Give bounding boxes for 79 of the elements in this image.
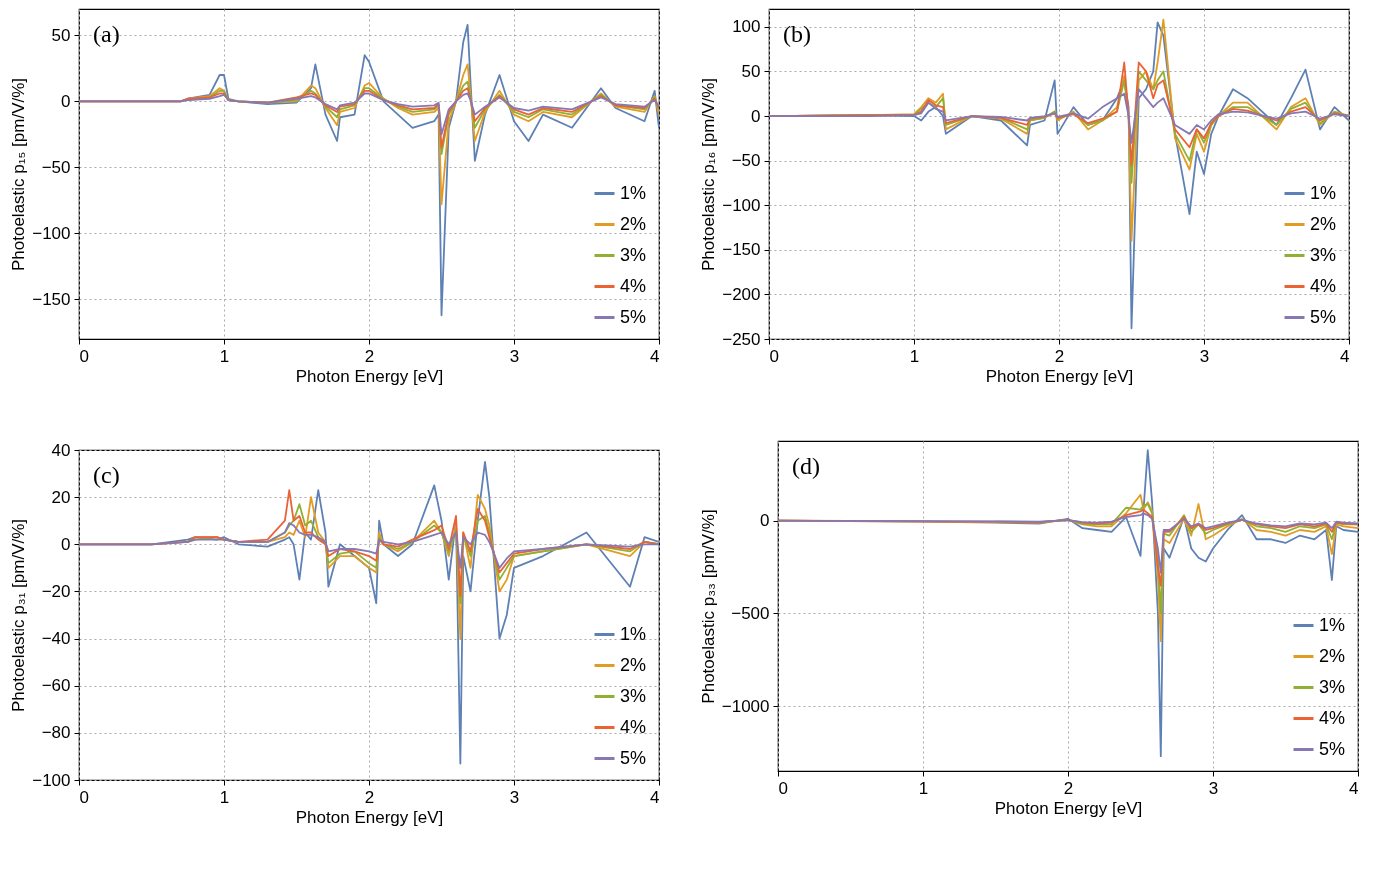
- y-tick-label: 20: [51, 487, 71, 507]
- y-tick-label: −1000: [721, 696, 770, 716]
- y-tick-label: −250: [722, 329, 761, 349]
- y-tick-label: −100: [32, 223, 71, 243]
- x-tick-label: 1: [918, 778, 929, 798]
- annotation: (a): [93, 21, 120, 47]
- x-tick-label: 2: [1054, 346, 1065, 366]
- annotation: (b): [783, 21, 811, 47]
- y-tick-label: −50: [731, 151, 761, 171]
- x-axis-title: Photon Energy [eV]: [994, 798, 1143, 818]
- y-tick-label: −50: [41, 157, 71, 177]
- y-axis-title: Photoelastic p₁₆ [pm/V/%]: [699, 77, 719, 272]
- legend-label: 1%: [620, 182, 647, 203]
- legend-label: 4%: [620, 716, 647, 737]
- x-tick-label: 3: [1208, 778, 1219, 798]
- x-tick-label: 4: [650, 787, 660, 807]
- y-tick-label: −20: [41, 581, 71, 601]
- y-tick-label: 0: [61, 91, 71, 111]
- legend-label: 4%: [620, 275, 647, 296]
- x-axis-title: Photon Energy [eV]: [985, 366, 1134, 386]
- x-tick-label: 3: [1199, 346, 1210, 366]
- y-tick-label: −40: [41, 629, 71, 649]
- y-tick-label: 0: [751, 106, 761, 126]
- y-tick-label: −150: [722, 240, 761, 260]
- x-tick-label: 1: [219, 346, 230, 366]
- x-tick-label: 2: [364, 346, 375, 366]
- x-tick-label: 2: [1063, 778, 1074, 798]
- x-tick-label: 0: [778, 778, 788, 798]
- y-tick-label: 0: [61, 534, 71, 554]
- legend-label: 5%: [1319, 738, 1346, 759]
- x-tick-label: 4: [650, 346, 660, 366]
- y-axis-title: Photoelastic p₁₅ [pm/V/%]: [9, 77, 29, 272]
- y-tick-label: 40: [51, 440, 71, 460]
- legend-label: 4%: [1319, 707, 1346, 728]
- line-series: [79, 92, 659, 136]
- line-series: [769, 88, 1349, 144]
- legend-label: 3%: [620, 244, 647, 265]
- legend-label: 2%: [1310, 213, 1337, 234]
- x-tick-label: 1: [219, 787, 230, 807]
- y-axis-title: Photoelastic p₃₃ [pm/V/%]: [698, 509, 718, 704]
- x-tick-label: 0: [79, 787, 89, 807]
- y-tick-label: −200: [722, 284, 761, 304]
- legend-label: 2%: [1319, 645, 1346, 666]
- legend-label: 3%: [1310, 244, 1337, 265]
- legend-label: 5%: [1310, 306, 1337, 327]
- legend-label: 5%: [620, 306, 647, 327]
- legend-label: 3%: [1319, 676, 1346, 697]
- y-axis-title: Photoelastic p₃₁ [pm/V/%]: [9, 518, 29, 713]
- line-series: [778, 512, 1358, 574]
- x-tick-label: 1: [909, 346, 920, 366]
- y-tick-label: −150: [32, 289, 71, 309]
- x-tick-label: 2: [364, 787, 375, 807]
- legend-label: 4%: [1310, 275, 1337, 296]
- y-tick-label: 100: [732, 17, 761, 37]
- x-tick-label: 4: [1349, 778, 1359, 798]
- legend-label: 1%: [1319, 614, 1346, 635]
- legend-label: 2%: [620, 654, 647, 675]
- x-tick-label: 3: [509, 346, 520, 366]
- legend-label: 2%: [620, 213, 647, 234]
- x-axis-title: Photon Energy [eV]: [295, 807, 444, 827]
- line-series: [79, 522, 659, 569]
- y-tick-label: 50: [51, 25, 71, 45]
- y-tick-label: −500: [731, 603, 770, 623]
- x-axis-title: Photon Energy [eV]: [295, 366, 444, 386]
- y-tick-label: 0: [760, 511, 770, 531]
- y-tick-label: −100: [722, 195, 761, 215]
- x-tick-label: 0: [79, 346, 89, 366]
- legend-label: 3%: [620, 685, 647, 706]
- y-tick-label: −80: [41, 723, 71, 743]
- annotation: (d): [792, 453, 820, 479]
- x-tick-label: 3: [509, 787, 520, 807]
- legend-label: 1%: [1310, 182, 1337, 203]
- annotation: (c): [93, 462, 120, 488]
- x-tick-label: 4: [1340, 346, 1350, 366]
- legend-label: 5%: [620, 747, 647, 768]
- y-tick-label: 50: [741, 61, 761, 81]
- legend-label: 1%: [620, 623, 647, 644]
- y-tick-label: −100: [32, 770, 71, 790]
- y-tick-label: −60: [41, 676, 71, 696]
